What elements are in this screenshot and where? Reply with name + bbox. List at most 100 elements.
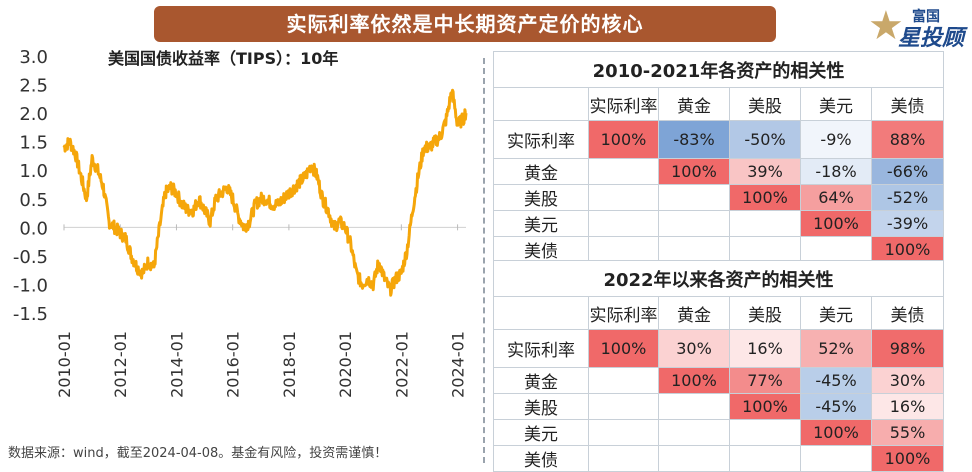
correlation-cell: 16% <box>729 329 801 368</box>
column-header: 美股 <box>729 296 801 330</box>
logo-line1: 富国 <box>912 9 940 25</box>
column-header: 美股 <box>729 87 801 121</box>
table-row: 黄金 100% 39% -18% -66% <box>493 158 944 185</box>
y-tick-label: -1.0 <box>13 275 48 296</box>
correlation-cell: 100% <box>588 329 659 368</box>
section-divider <box>483 58 485 463</box>
correlation-cell <box>588 419 659 446</box>
correlation-cell <box>729 236 801 263</box>
y-tick-label: -1.5 <box>13 304 48 325</box>
table-row: 美股 100% -45% 16% <box>493 393 944 420</box>
x-tick-label: 2016-01 <box>224 331 243 398</box>
correlation-cell <box>729 445 801 472</box>
correlation-cell <box>588 367 659 394</box>
column-header: 美债 <box>871 87 944 121</box>
correlation-cell: 100% <box>658 367 730 394</box>
y-tick-label: 0.0 <box>19 218 48 239</box>
brand-logo: ★ 富国 星投顾 <box>868 3 968 51</box>
correlation-cell: 100% <box>729 393 801 420</box>
column-header: 美债 <box>871 296 944 330</box>
table-row: 美元 100% -39% <box>493 210 944 237</box>
correlation-cell <box>658 419 730 446</box>
correlation-cell <box>658 184 730 211</box>
correlation-cell <box>729 419 801 446</box>
correlation-cell <box>588 158 659 185</box>
logo-line2: 星投顾 <box>898 26 965 51</box>
column-header: 实际利率 <box>588 87 659 121</box>
banner-title: 实际利率依然是中长期资产定价的核心 <box>286 12 644 36</box>
x-tick-label: 2014-01 <box>167 331 186 398</box>
column-header: 美元 <box>800 296 872 330</box>
correlation-cell: 39% <box>729 158 801 185</box>
correlation-cell: 100% <box>658 158 730 185</box>
x-tick-label: 2010-01 <box>55 331 74 398</box>
correlation-cell: 100% <box>871 236 944 263</box>
correlation-cell <box>658 445 730 472</box>
x-tick-label: 2020-01 <box>336 331 355 398</box>
correlation-cell: -45% <box>800 393 872 420</box>
correlation-cell <box>588 236 659 263</box>
table-row: 美债 100% <box>493 445 944 472</box>
correlation-cell <box>588 445 659 472</box>
table-row: 美债 100% <box>493 236 944 263</box>
y-tick-label: -0.5 <box>13 247 48 268</box>
row-label: 实际利率 <box>493 329 589 368</box>
correlation-cell: 30% <box>658 329 730 368</box>
column-header: 实际利率 <box>588 296 659 330</box>
row-label: 美股 <box>493 393 589 420</box>
correlation-cell: 100% <box>800 210 872 237</box>
correlation-cell: -45% <box>800 367 872 394</box>
y-tick-label: 1.0 <box>19 161 48 182</box>
x-tick-label: 2022-01 <box>392 331 411 398</box>
row-label: 美元 <box>493 419 589 446</box>
series-line-tips <box>62 88 468 297</box>
correlation-cell: 55% <box>871 419 944 446</box>
header-blank <box>493 87 589 121</box>
correlation-cell <box>588 184 659 211</box>
chart-title: 美国国债收益率（TIPS）：10年 <box>108 49 338 68</box>
x-tick-label: 2012-01 <box>111 331 130 398</box>
correlation-cell: -52% <box>871 184 944 211</box>
table-row: 实际利率 100% -83% -50% -9% 88% <box>493 120 944 159</box>
table-title: 2010-2021年各资产的相关性 <box>493 51 944 88</box>
correlation-cell: 100% <box>729 184 801 211</box>
correlation-cell: -18% <box>800 158 872 185</box>
star-icon: ★ <box>868 3 904 49</box>
correlation-cell <box>800 236 872 263</box>
row-label: 黄金 <box>493 158 589 185</box>
correlation-cell: 88% <box>871 120 944 159</box>
correlation-table-2022: 2022年以来各资产的相关性 实际利率 黄金 美股 美元 美债 实际利率 100% 30% 16%… <box>493 260 944 472</box>
y-tick-label: 0.5 <box>19 190 48 211</box>
correlation-cell: 30% <box>871 367 944 394</box>
table-row: 美元 100% 55% <box>493 419 944 446</box>
correlation-cell: -9% <box>800 120 872 159</box>
row-label: 黄金 <box>493 367 589 394</box>
correlation-cell: 16% <box>871 393 944 420</box>
page-banner: 实际利率依然是中长期资产定价的核心 <box>154 6 776 42</box>
tips-chart: 美国国债收益率（TIPS）：10年 3.0 2.5 2.0 1.5 1.0 0.5 0.0 -0… <box>0 44 480 444</box>
column-header: 美元 <box>800 87 872 121</box>
correlation-cell <box>658 236 730 263</box>
correlation-cell: 100% <box>588 120 659 159</box>
correlation-cell: 64% <box>800 184 872 211</box>
correlation-cell: -66% <box>871 158 944 185</box>
row-label: 美股 <box>493 184 589 211</box>
y-tick-label: 2.5 <box>19 76 48 97</box>
header-blank <box>493 296 589 330</box>
y-tick-label: 1.5 <box>19 133 48 154</box>
correlation-cell: 52% <box>800 329 872 368</box>
correlation-table-2010-2021: 2010-2021年各资产的相关性 实际利率 黄金 美股 美元 美债 实际利率 100% -83… <box>493 51 944 263</box>
correlation-cell: 100% <box>871 445 944 472</box>
correlation-cell <box>588 393 659 420</box>
table-row: 实际利率 100% 30% 16% 52% 98% <box>493 329 944 368</box>
tips-chart-svg: 美国国债收益率（TIPS）：10年 3.0 2.5 2.0 1.5 1.0 0.5 0.0 -0… <box>13 47 468 398</box>
correlation-cell: -50% <box>729 120 801 159</box>
table-row: 美股 100% 64% -52% <box>493 184 944 211</box>
row-label: 美债 <box>493 236 589 263</box>
column-header: 黄金 <box>658 87 730 121</box>
correlation-cell <box>729 210 801 237</box>
correlation-cell: -39% <box>871 210 944 237</box>
correlation-cell: -83% <box>658 120 730 159</box>
x-tick-label: 2018-01 <box>280 331 299 398</box>
correlation-cell <box>658 393 730 420</box>
